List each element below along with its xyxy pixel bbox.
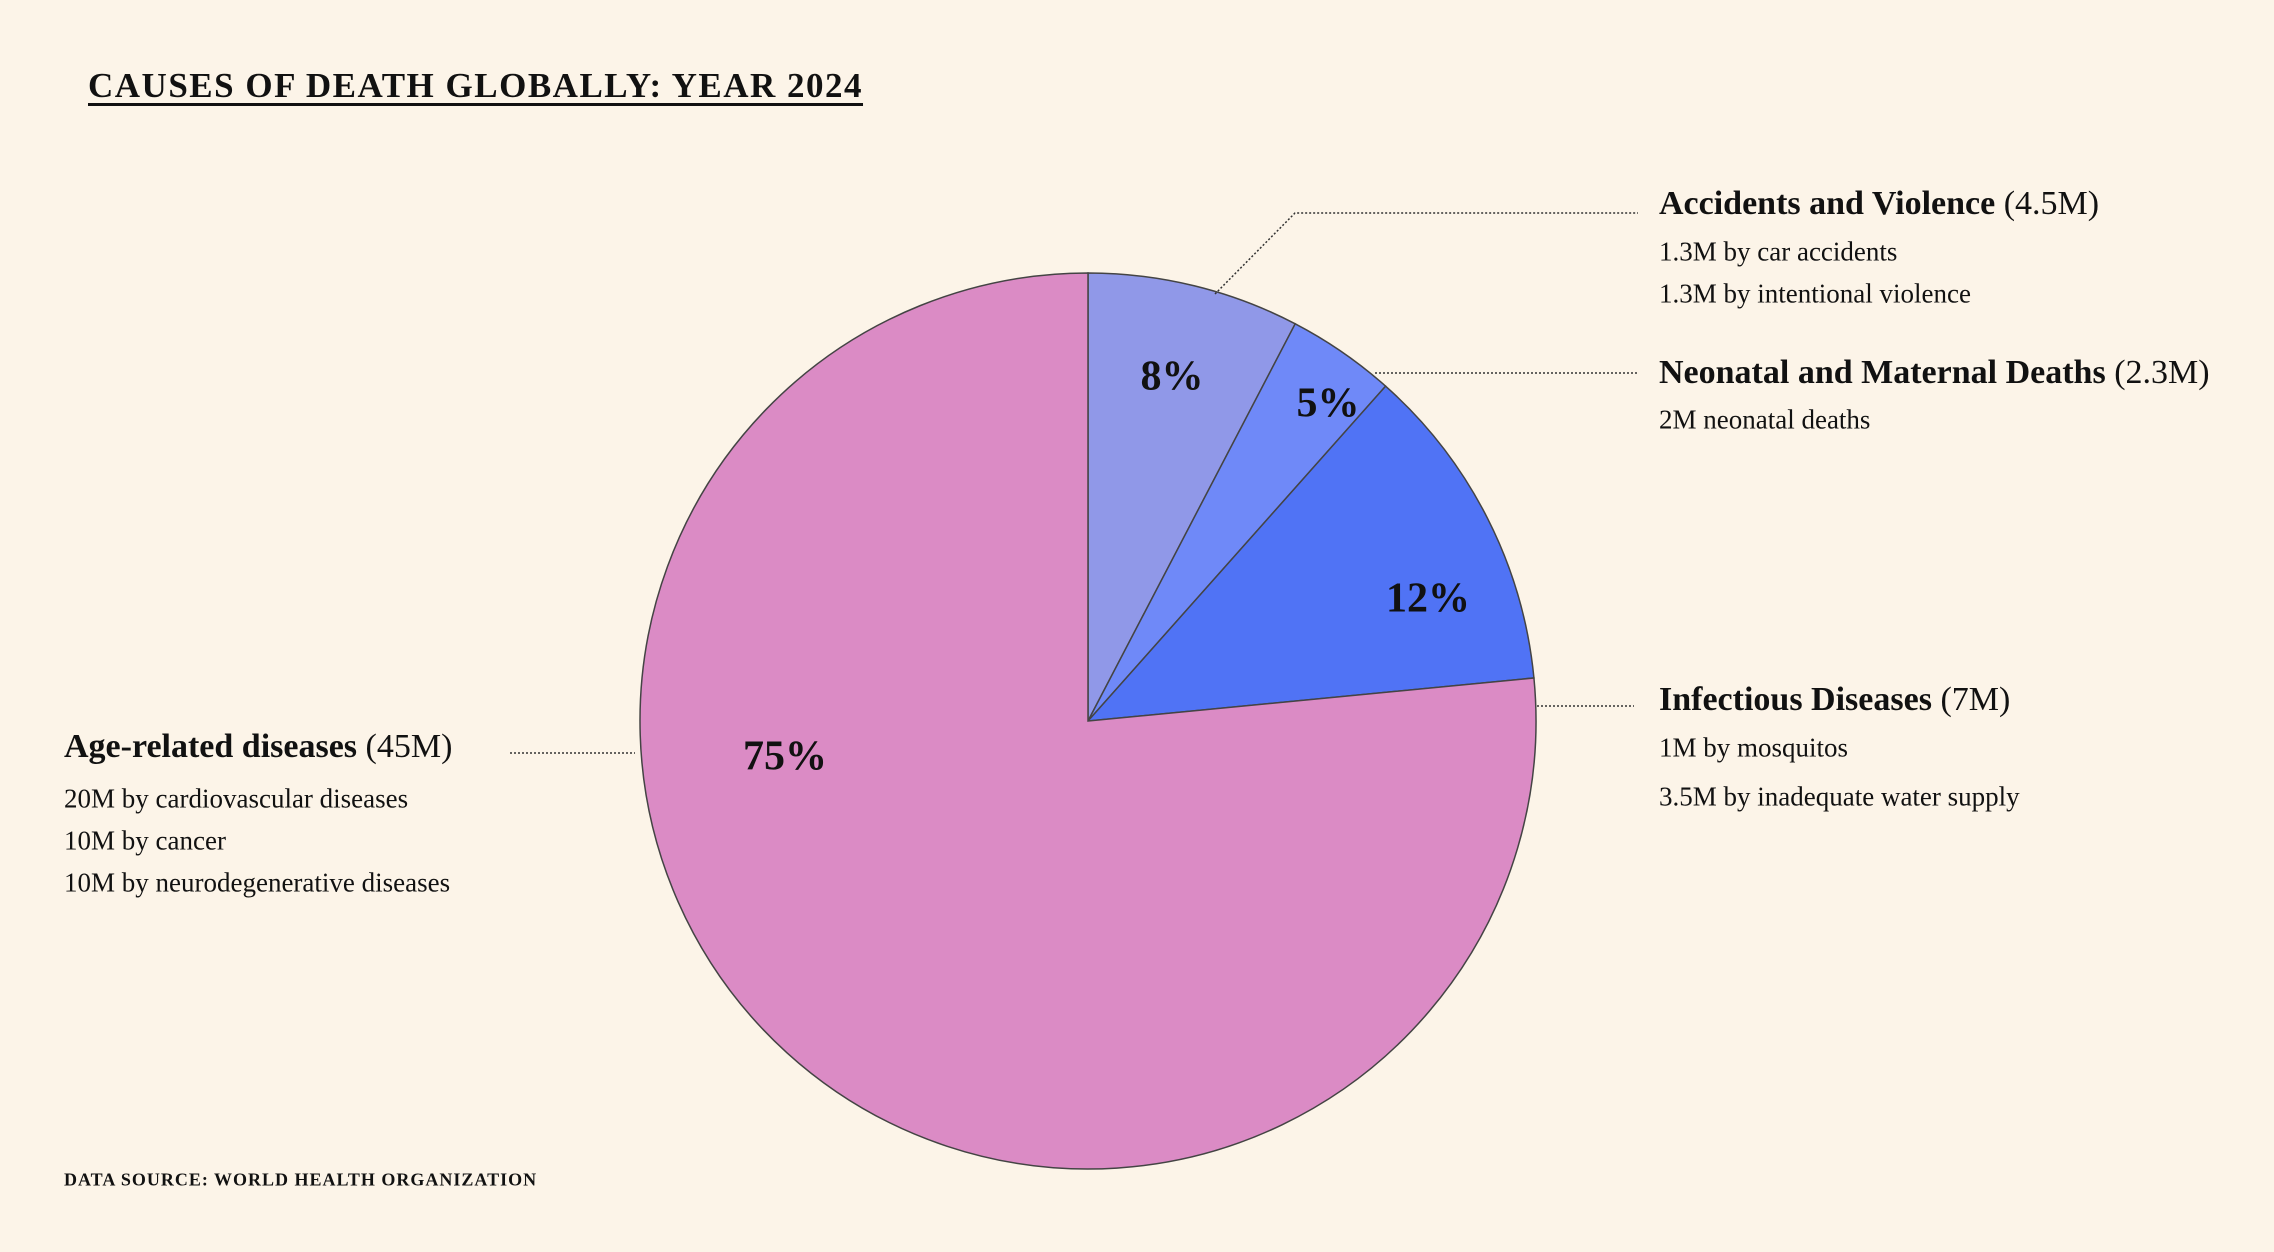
detail-line: 2M neonatal deaths [1659, 404, 1871, 435]
pct-label: 12% [1386, 576, 1470, 622]
label-value: (4.5M) [2003, 185, 2100, 222]
pie-slice-infectious-diseases [1086, 385, 1535, 722]
label-name: Age-related diseases [64, 728, 358, 765]
pct-label: 5% [1297, 381, 1360, 427]
detail-line: 20M by cardiovascular diseases [64, 783, 409, 814]
label-name: Accidents and Violence [1659, 185, 1996, 222]
label-age-related: Age-related diseases (45M) [64, 728, 452, 766]
chart-title: CAUSES OF DEATH GLOBALLY: YEAR 2024 [88, 66, 864, 105]
label-neonatal: Neonatal and Maternal Deaths (2.3M) [1659, 354, 2210, 392]
detail-line: 1.3M by car accidents [1659, 236, 1898, 267]
leader-line [1214, 212, 1638, 295]
label-infectious: Infectious Diseases (7M) [1659, 681, 2010, 719]
data-source: DATA SOURCE: WORLD HEALTH ORGANIZATION [64, 1169, 538, 1190]
detail-line: 3.5M by inadequate water supply [1659, 781, 2020, 812]
detail-line: 10M by cancer [64, 825, 226, 856]
label-value: (2.3M) [2114, 354, 2210, 391]
detail-line: 1M by mosquitos [1659, 732, 1849, 763]
label-name: Infectious Diseases [1659, 681, 1932, 718]
label-value: (7M) [1940, 681, 2011, 718]
label-name: Neonatal and Maternal Deaths [1659, 354, 2106, 391]
pie-slice-accidents-and-violence [1087, 272, 1297, 722]
detail-line: 1.3M by intentional violence [1659, 278, 1971, 309]
label-value: (45M) [365, 728, 453, 765]
detail-line: 10M by neurodegenerative diseases [64, 867, 451, 898]
pie-slice-age-related-diseases [639, 272, 1537, 1170]
pct-label: 8% [1141, 354, 1204, 400]
label-accidents: Accidents and Violence (4.5M) [1659, 185, 2099, 223]
pct-label: 75% [743, 734, 827, 780]
